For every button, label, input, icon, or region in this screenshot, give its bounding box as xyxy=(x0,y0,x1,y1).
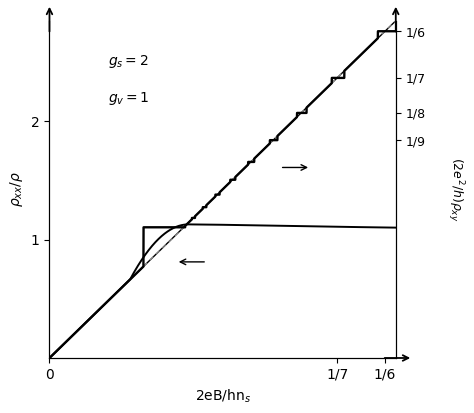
Text: $g_s = 2$: $g_s = 2$ xyxy=(109,52,149,70)
X-axis label: 2eB/hn$_s$: 2eB/hn$_s$ xyxy=(194,387,251,405)
Y-axis label: $\rho_{xx}/\rho$: $\rho_{xx}/\rho$ xyxy=(9,171,25,207)
Text: $g_v = 1$: $g_v = 1$ xyxy=(109,90,150,107)
Y-axis label: $(2e^2/h)\rho_{xy}$: $(2e^2/h)\rho_{xy}$ xyxy=(445,157,465,222)
